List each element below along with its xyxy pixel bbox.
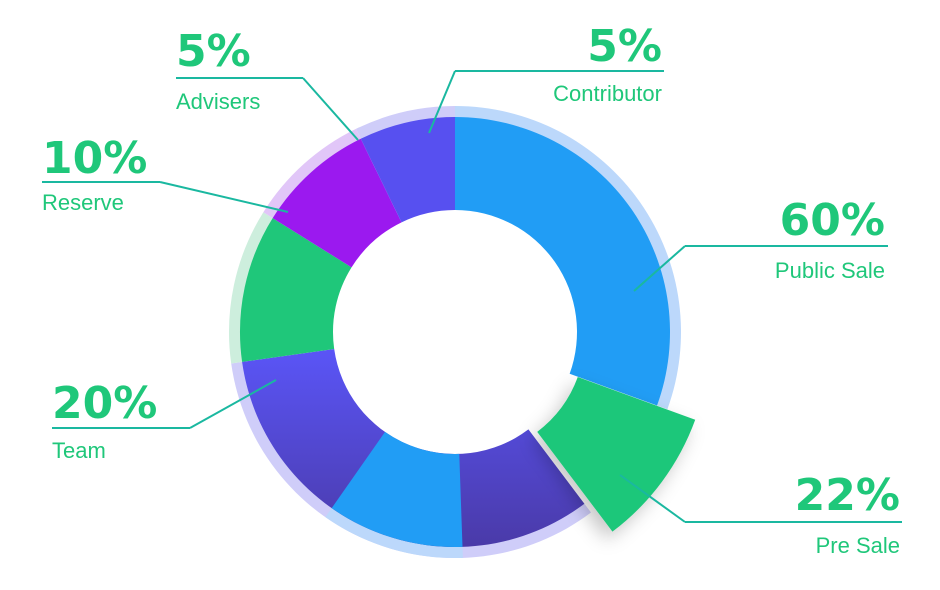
halo-team xyxy=(231,361,592,558)
leader-line-pre-sale xyxy=(619,474,686,523)
slice-name-pre-sale: Pre Sale xyxy=(816,533,900,558)
slice-public-sale-lower xyxy=(331,431,463,547)
slice-name-reserve: Reserve xyxy=(42,190,124,215)
data-label-contributor: 5% xyxy=(587,21,662,72)
data-label-team: 20% xyxy=(52,378,157,429)
leader-line-contributor xyxy=(428,70,456,134)
slice-name-contributor: Contributor xyxy=(553,81,662,106)
data-label-public-sale: 60% xyxy=(780,195,885,246)
data-label-reserve: 10% xyxy=(42,133,147,184)
slice-reserve xyxy=(239,218,352,362)
leader-line-advisers xyxy=(302,77,359,141)
leader-line-public-sale xyxy=(633,245,686,292)
slice-advisers xyxy=(272,138,402,268)
data-label-advisers: 5% xyxy=(176,26,251,77)
data-label-pre-sale: 22% xyxy=(795,470,900,521)
slice-pre-sale xyxy=(537,377,696,532)
slice-contributor xyxy=(360,117,455,223)
slice-name-public-sale: Public Sale xyxy=(775,258,885,283)
slice-name-advisers: Advisers xyxy=(176,89,260,114)
leader-line-reserve xyxy=(159,181,289,213)
halo-advisers xyxy=(263,128,362,220)
leader-line-team xyxy=(189,379,277,429)
slice-name-team: Team xyxy=(52,438,106,463)
slice-public-sale xyxy=(455,117,671,406)
